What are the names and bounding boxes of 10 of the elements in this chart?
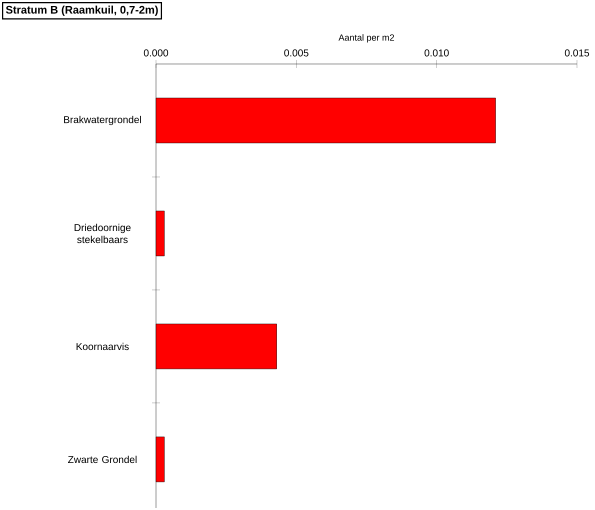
x-tick-label: 0.005 (284, 49, 308, 56)
x-tick-label: 0.000 (144, 49, 168, 56)
y-tick-label: Zwarte Grondel (68, 456, 137, 464)
y-tick-label: Driedoornige stekelbaars (74, 224, 131, 244)
x-tick-label: 0.010 (424, 49, 449, 56)
y-tick-label: Brakwatergrondel (64, 116, 141, 126)
x-tick-label: 0.015 (564, 49, 590, 56)
chart-title: Stratum B (Raamkuil, 0,7-2m) (6, 6, 158, 16)
x-axis-title: Aantal per m2 (338, 34, 394, 43)
y-tick-label: Koornaarvis (76, 342, 129, 350)
